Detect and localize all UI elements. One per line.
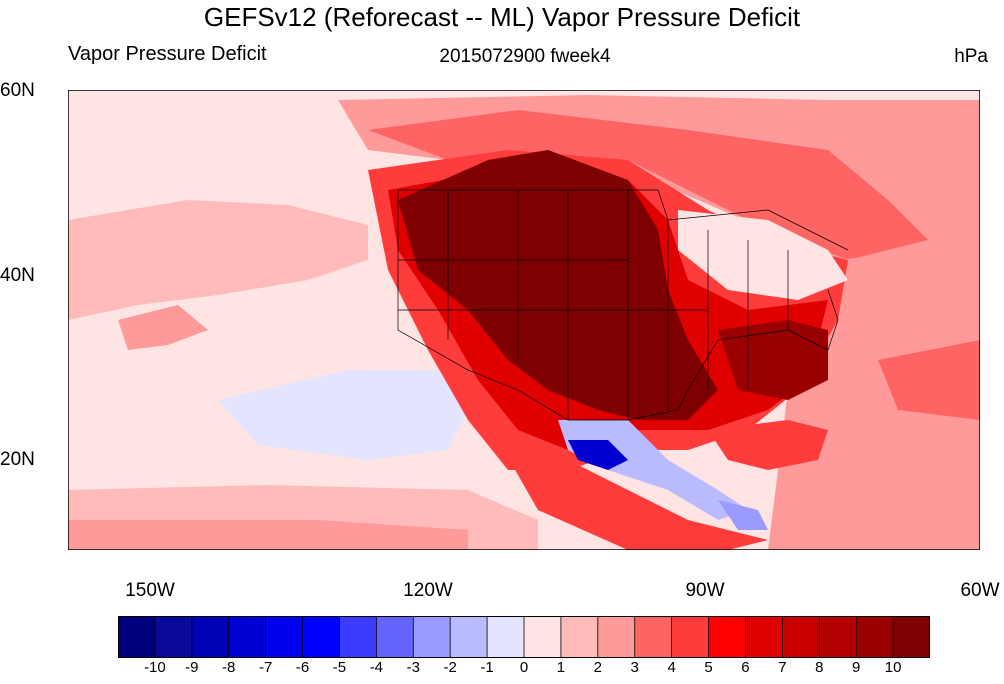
colorbar-label: 10 — [884, 659, 902, 676]
colorbar-box-14 — [634, 616, 673, 658]
colorbar-frame — [118, 616, 930, 658]
southeast-darkred — [718, 320, 828, 400]
colorbar-box-10 — [486, 616, 525, 658]
colorbar-label: -5 — [332, 659, 347, 676]
colorbar-box-16 — [708, 616, 747, 658]
colorbar-box-2 — [191, 616, 230, 658]
colorbar-box-17 — [745, 616, 784, 658]
colorbar-box-18 — [781, 616, 821, 658]
colorbar-label: 8 — [815, 659, 824, 676]
colorbar-box-3 — [228, 616, 267, 658]
variable-label: Vapor Pressure Deficit — [68, 43, 267, 65]
colorbar — [118, 616, 930, 658]
lon-label-120w: 120W — [403, 580, 453, 601]
colorbar-box-9 — [449, 616, 488, 658]
colorbar-label: -7 — [258, 659, 273, 676]
state-borders — [397, 189, 849, 421]
colorbar-box-21 — [892, 616, 930, 658]
colorbar-label: 4 — [667, 659, 676, 676]
lon-label-60w: 60W — [960, 580, 1000, 601]
colorbar-label: 3 — [630, 659, 639, 676]
date-label: 2015072900 fweek4 — [439, 46, 611, 67]
colorbar-label: -8 — [222, 659, 236, 676]
lat-label-40n: 40N — [0, 265, 35, 286]
vpd-map — [68, 90, 980, 550]
west-interior-darkred — [398, 150, 718, 420]
colorbar-box-20 — [855, 616, 894, 658]
colorbar-label: -1 — [480, 659, 494, 676]
colorbar-box-1 — [154, 616, 193, 658]
colorbar-box-0 — [118, 616, 156, 658]
colorbar-label: 1 — [556, 659, 566, 676]
colorbar-box-5 — [302, 616, 341, 658]
lat-label-20n: 20N — [0, 449, 35, 470]
caribbean-red — [708, 420, 828, 470]
atlantic-red — [878, 340, 980, 420]
lon-label-90w: 90W — [685, 580, 725, 601]
colorbar-label: -3 — [406, 659, 420, 676]
units-label: hPa — [954, 46, 988, 67]
mexico-red — [498, 440, 768, 550]
colorbar-label: 2 — [593, 659, 602, 676]
pacific-blue-band — [218, 370, 468, 460]
colorbar-box-7 — [375, 616, 415, 658]
colorbar-label: 6 — [741, 659, 750, 676]
central-pacific-patch — [118, 305, 208, 350]
colorbar-label: 0 — [519, 659, 529, 676]
colorbar-label: 9 — [852, 659, 861, 676]
colorbar-label: 7 — [778, 659, 787, 676]
colorbar-label: -6 — [295, 659, 310, 676]
colorbar-label: -9 — [185, 659, 199, 676]
colorbar-box-12 — [560, 616, 599, 658]
lat-label-60n: 60N — [0, 80, 35, 101]
mexico-deep-blue — [568, 440, 628, 470]
colorbar-box-11 — [523, 616, 562, 658]
colorbar-box-4 — [265, 616, 304, 658]
colorbar-label: 5 — [704, 659, 713, 676]
colorbar-box-15 — [671, 616, 710, 658]
great-lakes-light — [678, 210, 848, 300]
colorbar-box-13 — [597, 616, 636, 658]
southern-pacific-band-2 — [68, 520, 468, 550]
colorbar-label: -10 — [144, 659, 166, 676]
map-title: GEFSv12 (Reforecast -- ML) Vapor Pressur… — [203, 2, 801, 32]
colorbar-box-19 — [818, 616, 858, 658]
colorbar-label: -2 — [443, 659, 457, 676]
lon-label-150w: 150W — [125, 580, 175, 601]
central-america-blue — [718, 500, 768, 530]
canada-red — [368, 110, 928, 260]
north-pacific-patches — [68, 200, 368, 320]
colorbar-box-6 — [339, 616, 378, 658]
colorbar-label: -4 — [369, 659, 384, 676]
colorbar-box-8 — [412, 616, 452, 658]
